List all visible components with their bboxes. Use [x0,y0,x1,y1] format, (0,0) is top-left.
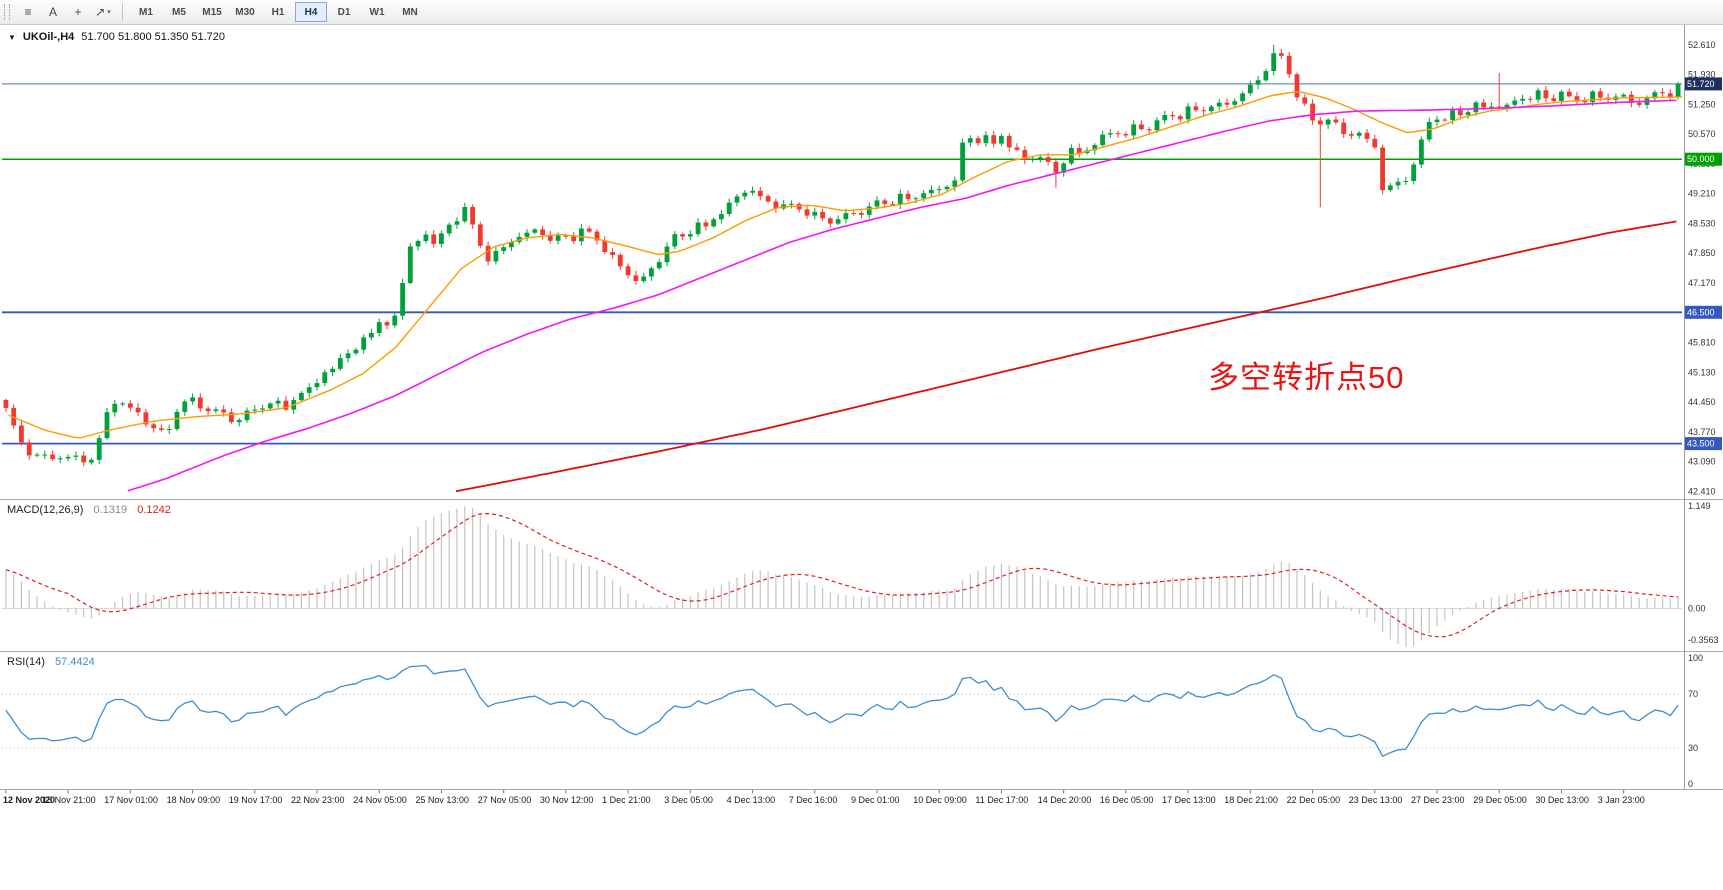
time-axis-label: 22 Nov 23:00 [291,795,345,805]
macd-histogram [5,506,1679,648]
macd-main-value: 0.1319 [93,504,128,516]
time-axis-label: 25 Nov 13:00 [415,795,469,805]
timeframe-w1-button[interactable]: W1 [369,6,385,18]
timeframe-m30-button[interactable]: M30 [235,6,255,18]
time-axis-label: 17 Dec 13:00 [1162,795,1216,805]
price-badge-label: 51.720 [1687,79,1715,89]
price-badge-label: 46.500 [1687,307,1715,317]
candlesticks [3,44,1681,467]
price-badge [1685,305,1722,319]
text-tool-icon[interactable]: A [48,5,57,19]
panel-separators[interactable] [0,499,1723,790]
price-axis-label: 42.410 [1688,486,1716,496]
time-axis-label: 3 Dec 05:00 [664,795,713,805]
price-axis-label: 50.570 [1688,129,1716,139]
timeframe-h4-button[interactable]: H4 [295,2,327,22]
macd-indicator-label: MACD(12,26,9) 0.1319 0.1242 [7,504,171,516]
dropdown-caret-icon[interactable]: ▾ [107,9,111,16]
rsi-axis-label: 30 [1688,743,1698,753]
price-axis-label: 49.210 [1688,189,1716,199]
ma-fast-orange [8,91,1683,439]
time-axis-label: 30 Dec 13:00 [1535,795,1589,805]
timeframe-m15-button[interactable]: M15 [202,6,222,18]
price-axis-label: 51.930 [1688,70,1716,80]
price-axis-label: 45.130 [1688,367,1716,377]
time-axis-label: 7 Dec 16:00 [789,795,838,805]
timeframe-h1-button[interactable]: H1 [271,6,285,18]
symbol-dropdown-icon[interactable]: ▼ [8,32,16,42]
rsi-value: 57.4424 [54,656,95,668]
time-axis-label: 29 Dec 05:00 [1473,795,1527,805]
ma-mid-magenta [127,99,1677,492]
time-axis-label: 10 Dec 09:00 [913,795,967,805]
price-badge [1685,77,1722,91]
price-badge [1685,437,1722,451]
price-axis-label: 44.450 [1688,397,1716,407]
macd-axis-label: -0.3563 [1688,635,1719,645]
time-axis-label: 11 Dec 17:00 [975,795,1028,805]
macd-name: MACD(12,26,9) [7,504,84,516]
time-axis-label: 27 Nov 05:00 [478,795,532,805]
symbol-ohlc: 51.700 51.800 51.350 51.720 [81,31,226,43]
price-axis-label: 43.770 [1688,427,1716,437]
time-axis-label: 14 Dec 20:00 [1038,795,1092,805]
rsi-axis-label: 0 [1688,779,1693,789]
macd-axis-label: 1.149 [1688,501,1711,511]
toolbar: ≡ A + ↗ ▾ M1 M5 M15 M30 H1 H4 D1 W1 MN [0,0,1723,25]
chart-annotation: 多空转折点50 [1208,360,1405,395]
time-axis-label: 30 Nov 12:00 [540,795,594,805]
price-axis-label: 52.610 [1688,40,1716,50]
price-axis-label: 48.530 [1688,219,1716,229]
rsi-name: RSI(14) [7,656,45,668]
timeframe-d1-button[interactable]: D1 [337,6,351,18]
price-badge [1685,152,1722,166]
time-axis-label: 12 Nov 2020 [3,795,55,805]
horizontal-lines[interactable] [2,83,1682,445]
time-axis-label: 24 Nov 05:00 [353,795,407,805]
price-axis-label: 45.810 [1688,338,1716,348]
price-axis-label: 47.850 [1688,248,1716,258]
arrows-tool-icon[interactable]: ↗ ▾ [95,5,111,19]
timeframe-mn-button[interactable]: MN [402,6,418,18]
time-axis-label: 4 Dec 13:00 [727,795,776,805]
rsi-axis-label: 100 [1688,653,1703,663]
rsi-line [5,664,1679,758]
macd-signal-value: 0.1242 [137,504,171,516]
macd-axis-label: 0.00 [1688,603,1706,613]
price-axis-label: 51.250 [1688,100,1716,110]
timeframe-m5-button[interactable]: M5 [172,6,186,18]
rsi-axis-label: 70 [1688,689,1698,699]
symbol-title: UKOil-,H4 [22,31,75,43]
menu-icon[interactable]: ≡ [24,5,32,19]
time-axis-label: 17 Nov 01:00 [104,795,158,805]
rsi-indicator-label: RSI(14) 57.4424 [7,656,95,668]
time-axis-label: 22 Dec 05:00 [1287,795,1341,805]
time-axis-label: 9 Dec 01:00 [851,795,900,805]
time-axis-label: 18 Nov 09:00 [167,795,221,805]
price-axis-label: 47.170 [1688,278,1716,288]
timeframe-button-group: M1 M5 M15 M30 H1 H4 D1 W1 MN [130,2,426,22]
crosshair-icon[interactable]: + [74,5,82,19]
time-axis-label: 27 Dec 23:00 [1411,795,1465,805]
toolbar-separator [122,3,123,21]
time-axis-label: 18 Dec 21:00 [1224,795,1278,805]
tool-icon-group: ≡ A + ↗ ▾ [16,2,115,23]
timeframe-m1-button[interactable]: M1 [139,6,153,18]
time-axis-label: 23 Dec 13:00 [1349,795,1403,805]
time-axis-label: 13 Nov 21:00 [42,795,96,805]
price-axis-label: 43.090 [1688,457,1716,467]
toolbar-drag-handle[interactable] [4,4,10,20]
time-axis-label: 16 Dec 05:00 [1100,795,1154,805]
ma-slow-red [455,220,1677,493]
chart-symbol-line: ▼ UKOil-,H4 51.700 51.800 51.350 51.720 [8,31,225,43]
price-badge-label: 43.500 [1687,439,1715,449]
price-badge-label: 50.000 [1687,154,1715,164]
macd-signal-line [5,512,1679,638]
time-axis-label: 1 Dec 21:00 [602,795,651,805]
time-axis-label: 3 Jan 23:00 [1598,795,1645,805]
time-axis-label: 19 Nov 17:00 [229,795,283,805]
